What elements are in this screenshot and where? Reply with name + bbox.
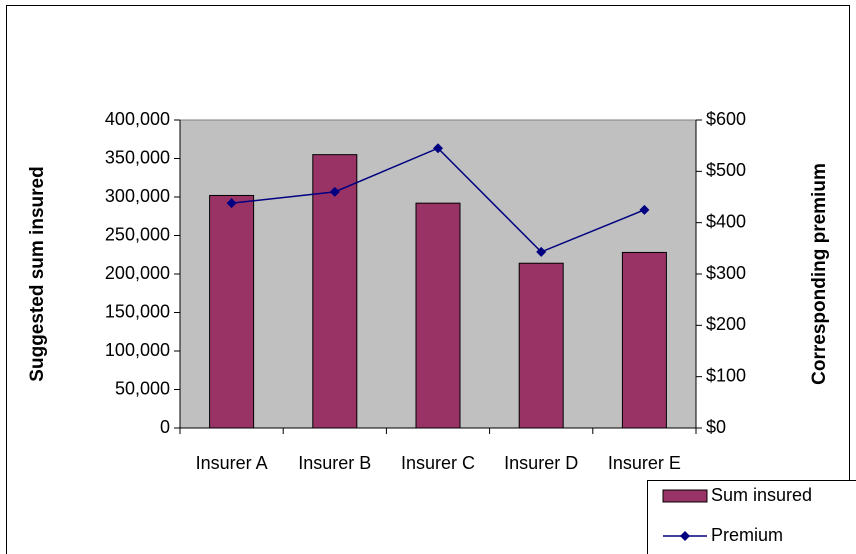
legend-marker bbox=[680, 531, 690, 541]
legend-label: Sum insured bbox=[711, 485, 812, 505]
y2-tick-label: $500 bbox=[706, 160, 746, 180]
legend-swatch bbox=[662, 489, 708, 503]
y-tick-label: 400,000 bbox=[105, 109, 170, 129]
x-tick-label: Insurer C bbox=[401, 453, 475, 473]
marker bbox=[226, 198, 237, 209]
y2-tick-label: $100 bbox=[706, 365, 746, 385]
y2-tick-label: $400 bbox=[706, 211, 746, 231]
y-tick-label: 300,000 bbox=[105, 186, 170, 206]
bar bbox=[312, 154, 358, 429]
y2-tick-label: $0 bbox=[706, 417, 726, 437]
y-tick-label: 0 bbox=[160, 417, 170, 437]
bar bbox=[518, 262, 564, 429]
y-tick-label: 50,000 bbox=[115, 378, 170, 398]
bar bbox=[209, 194, 255, 429]
marker bbox=[536, 246, 547, 257]
y2-tick-label: $600 bbox=[706, 109, 746, 129]
y-axis-title: Suggested sum insured bbox=[27, 166, 48, 381]
marker bbox=[639, 204, 650, 215]
y-tick-label: 200,000 bbox=[105, 263, 170, 283]
legend-label: Premium bbox=[711, 525, 783, 545]
x-tick-label: Insurer A bbox=[196, 453, 268, 473]
x-tick-label: Insurer B bbox=[298, 453, 371, 473]
y-tick-label: 100,000 bbox=[105, 340, 170, 360]
y2-tick-label: $300 bbox=[706, 263, 746, 283]
x-tick-label: Insurer D bbox=[504, 453, 578, 473]
y-tick-label: 250,000 bbox=[105, 224, 170, 244]
marker bbox=[329, 186, 340, 197]
y2-axis-title: Corresponding premium bbox=[809, 163, 830, 385]
marker bbox=[433, 143, 443, 154]
y-tick-label: 150,000 bbox=[105, 301, 170, 321]
y2-tick-label: $200 bbox=[706, 314, 746, 334]
bar bbox=[621, 251, 667, 429]
y-tick-label: 350,000 bbox=[105, 147, 170, 167]
x-tick-label: Insurer E bbox=[608, 453, 681, 473]
bar bbox=[415, 202, 461, 429]
